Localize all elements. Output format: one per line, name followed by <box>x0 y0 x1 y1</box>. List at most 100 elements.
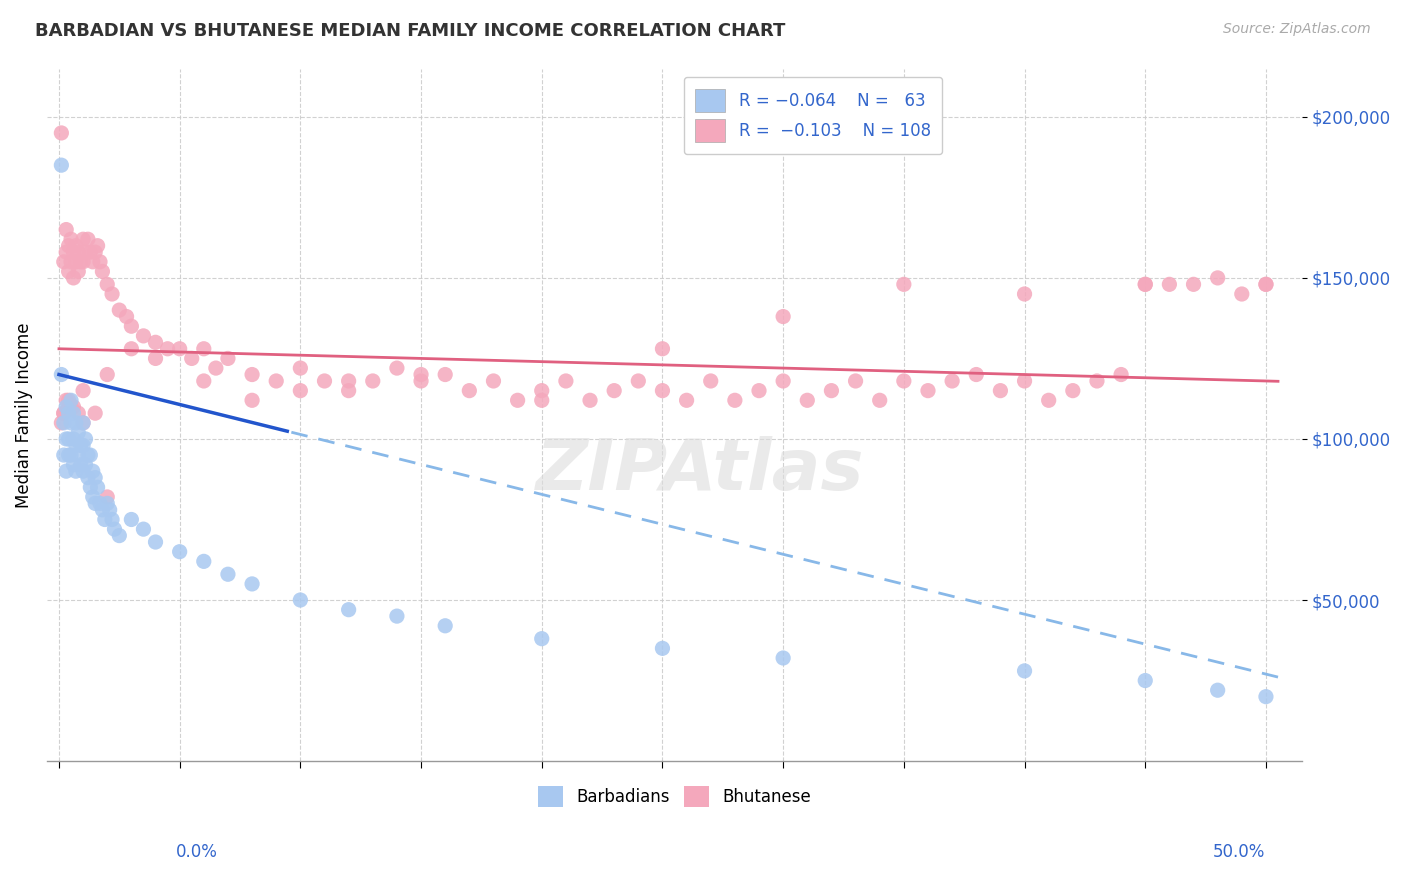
Point <box>82 464 104 478</box>
Point <box>79 480 101 494</box>
Point <box>1038 393 1060 408</box>
Point <box>52 406 75 420</box>
Point <box>72 416 94 430</box>
Point <box>506 393 529 408</box>
Point <box>651 342 673 356</box>
Text: 0.0%: 0.0% <box>176 843 218 861</box>
Text: 50.0%: 50.0% <box>1213 843 1265 861</box>
Point <box>434 619 457 633</box>
Point <box>699 374 721 388</box>
Point <box>990 384 1012 398</box>
Point <box>72 438 94 452</box>
Point <box>651 384 673 398</box>
Point <box>217 567 239 582</box>
Text: ZIPAtlas: ZIPAtlas <box>536 435 863 505</box>
Point <box>86 238 108 252</box>
Point <box>530 393 553 408</box>
Point <box>240 577 263 591</box>
Point <box>145 351 167 366</box>
Point <box>101 512 124 526</box>
Text: BARBADIAN VS BHUTANESE MEDIAN FAMILY INCOME CORRELATION CHART: BARBADIAN VS BHUTANESE MEDIAN FAMILY INC… <box>35 22 786 40</box>
Point <box>217 351 239 366</box>
Point <box>58 406 80 420</box>
Point <box>60 393 83 408</box>
Point <box>60 400 83 414</box>
Point <box>434 368 457 382</box>
Point <box>193 554 215 568</box>
Point <box>108 303 131 318</box>
Point <box>82 254 104 268</box>
Point <box>58 448 80 462</box>
Point <box>55 222 77 236</box>
Point <box>1135 277 1157 292</box>
Point <box>91 264 114 278</box>
Point <box>72 384 94 398</box>
Point <box>62 271 84 285</box>
Point <box>75 245 97 260</box>
Point <box>314 374 336 388</box>
Point <box>458 384 481 398</box>
Point <box>96 490 118 504</box>
Point <box>55 400 77 414</box>
Point <box>77 232 100 246</box>
Point <box>603 384 626 398</box>
Point <box>240 393 263 408</box>
Point <box>67 264 90 278</box>
Text: Source: ZipAtlas.com: Source: ZipAtlas.com <box>1223 22 1371 37</box>
Point <box>917 384 939 398</box>
Point <box>52 254 75 268</box>
Point <box>1206 683 1229 698</box>
Point <box>69 254 91 268</box>
Point <box>941 374 963 388</box>
Point <box>579 393 602 408</box>
Point <box>69 458 91 472</box>
Point <box>290 593 312 607</box>
Point <box>51 126 73 140</box>
Point <box>55 393 77 408</box>
Point <box>132 329 155 343</box>
Point <box>103 522 125 536</box>
Point <box>62 458 84 472</box>
Point <box>385 609 408 624</box>
Point <box>627 374 650 388</box>
Point <box>337 384 360 398</box>
Point <box>264 374 287 388</box>
Point <box>1254 277 1277 292</box>
Point <box>1182 277 1205 292</box>
Point <box>965 368 987 382</box>
Point <box>1159 277 1181 292</box>
Point <box>290 384 312 398</box>
Point <box>55 245 77 260</box>
Point <box>75 432 97 446</box>
Point <box>290 361 312 376</box>
Point <box>651 641 673 656</box>
Point <box>51 368 73 382</box>
Point <box>1254 690 1277 704</box>
Point <box>65 254 87 268</box>
Point <box>60 232 83 246</box>
Point <box>409 374 432 388</box>
Point <box>145 335 167 350</box>
Point <box>96 277 118 292</box>
Point <box>1014 664 1036 678</box>
Point <box>65 438 87 452</box>
Point <box>893 374 915 388</box>
Point <box>169 544 191 558</box>
Point <box>69 438 91 452</box>
Point <box>1135 277 1157 292</box>
Point <box>145 535 167 549</box>
Point <box>72 464 94 478</box>
Point <box>58 238 80 252</box>
Point <box>1014 374 1036 388</box>
Point <box>120 319 142 334</box>
Point <box>108 528 131 542</box>
Point <box>482 374 505 388</box>
Point <box>1109 368 1132 382</box>
Point <box>845 374 868 388</box>
Point <box>60 254 83 268</box>
Point <box>86 480 108 494</box>
Point <box>893 277 915 292</box>
Point <box>75 458 97 472</box>
Point <box>554 374 576 388</box>
Point <box>337 602 360 616</box>
